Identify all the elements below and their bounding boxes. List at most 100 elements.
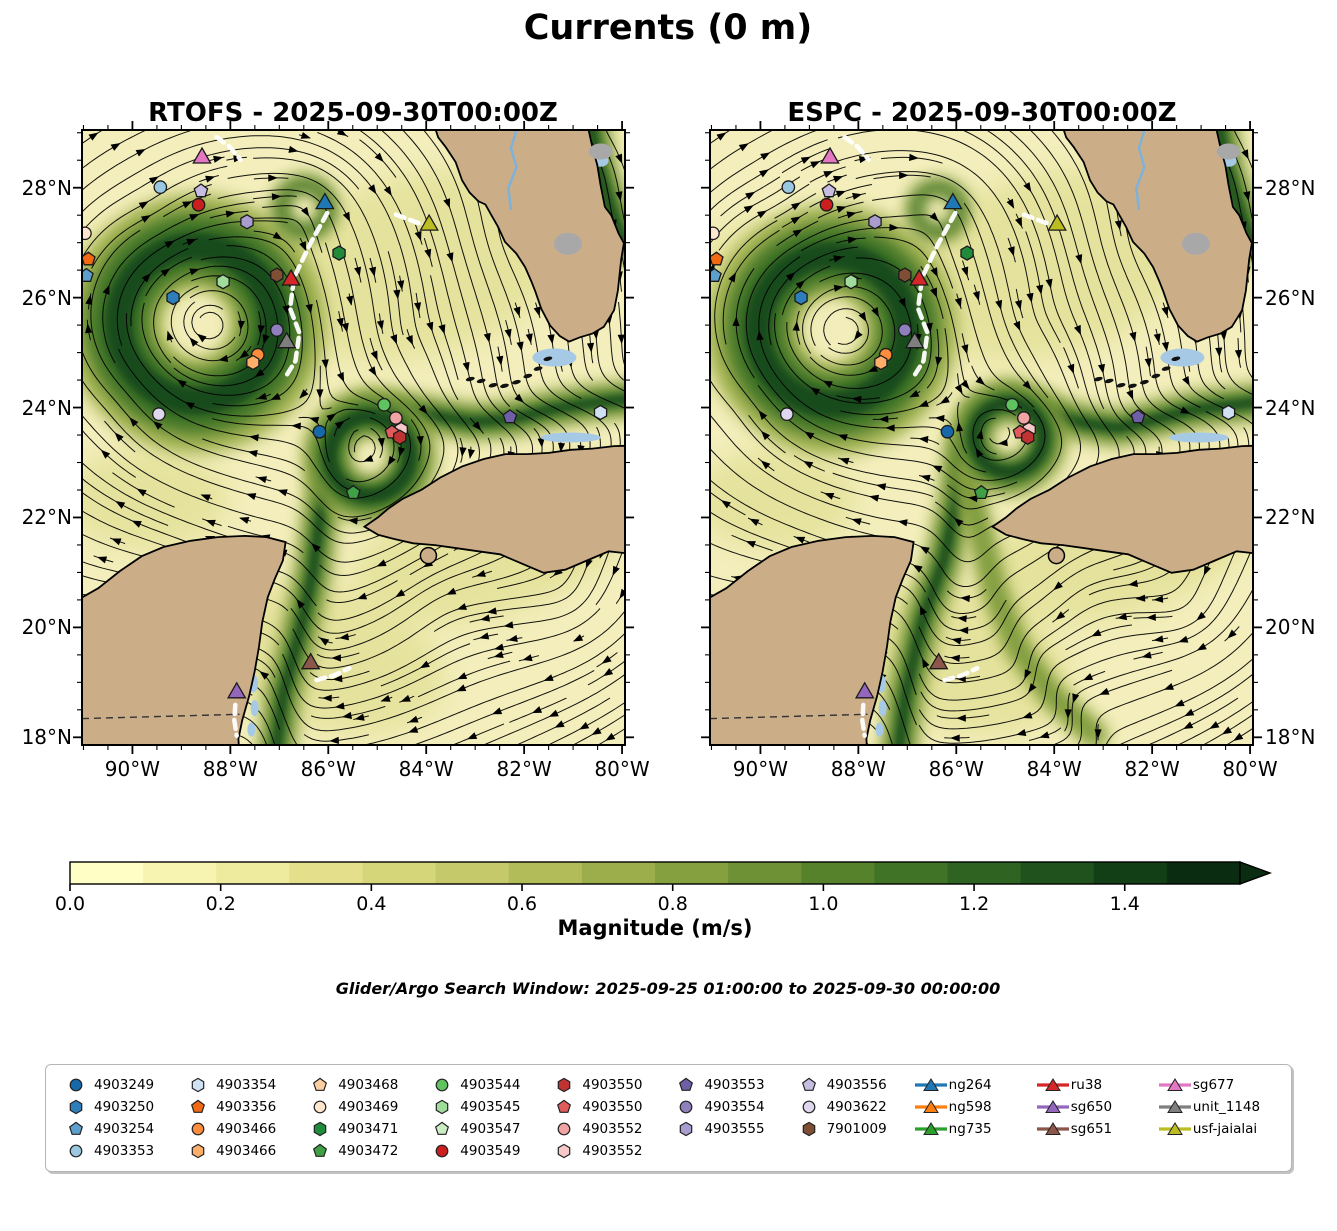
float-pentagon-icon — [191, 1099, 206, 1113]
legend-icon — [668, 1121, 704, 1137]
legend-entry-4903556: 4903556 — [791, 1074, 913, 1096]
marker-ng264 — [315, 192, 335, 210]
legend-icon — [913, 1077, 949, 1093]
legend-entry-4903466: 4903466 — [180, 1118, 302, 1140]
glider-legend-icon — [1036, 1100, 1069, 1113]
float-hexagon-icon — [558, 1143, 571, 1159]
x-tick-label: 88°W — [830, 757, 886, 781]
x-tick-label: 80°W — [594, 757, 650, 781]
legend-icon — [546, 1121, 582, 1137]
float-hexagon-icon — [191, 1143, 205, 1159]
legend-icon — [424, 1121, 460, 1137]
legend-icon — [1035, 1099, 1071, 1115]
legend-icon — [546, 1099, 582, 1115]
float-pentagon-icon — [435, 1121, 450, 1135]
marker-4903466 — [246, 354, 260, 371]
legend-label: 4903354 — [216, 1077, 277, 1093]
legend-label: 4903249 — [94, 1077, 155, 1093]
float-circle-icon — [69, 1144, 83, 1158]
legend-entry-4903254: 4903254 — [58, 1118, 180, 1140]
marker-4903556 — [821, 183, 837, 198]
marker-4903254 — [82, 267, 94, 282]
legend-icon — [1035, 1077, 1071, 1093]
legend-column: 4903354 4903356 4903466 4903466 — [180, 1074, 302, 1162]
marker-4903544 — [1005, 397, 1019, 412]
legend-icon — [180, 1121, 216, 1137]
marker-4903550 — [1021, 429, 1035, 445]
marker-4903555 — [240, 214, 254, 230]
y-tick-label: 18°N — [1265, 725, 1316, 750]
map-panel-espc — [701, 121, 1262, 754]
colorbar-bar — [69, 860, 1273, 891]
marker-sg651 — [928, 652, 949, 670]
marker-4903353 — [153, 180, 168, 195]
legend-entry-4903250: 4903250 — [58, 1096, 180, 1118]
glider-track-sg650 — [232, 702, 239, 738]
legend-entry-4903469: 4903469 — [302, 1096, 424, 1118]
marker-unit_1148 — [276, 331, 297, 349]
marker-sg650 — [854, 681, 875, 699]
marker-sg677 — [192, 146, 212, 164]
glider-track-sg677 — [214, 134, 243, 162]
float-pentagon-icon — [557, 1099, 572, 1113]
float-circle-icon — [557, 1122, 571, 1136]
legend-label: 4903466 — [216, 1121, 277, 1137]
legend-label: 4903547 — [460, 1121, 521, 1137]
float-circle-icon — [191, 1122, 205, 1136]
legend-entry-4903554: 4903554 — [668, 1096, 790, 1118]
colorbar-tick-label: 1.0 — [808, 893, 839, 915]
colorbar-tick-label: 1.2 — [958, 893, 990, 915]
glider-legend-icon — [914, 1078, 947, 1091]
legend-entry-4903468: 4903468 — [302, 1074, 424, 1096]
legend-column: ng264 ng598 ng735 — [913, 1074, 1035, 1162]
float-pentagon-icon — [313, 1077, 328, 1091]
glider-track-sg677 — [842, 134, 871, 162]
marker-4903552 — [1017, 411, 1031, 425]
marker-sg650 — [226, 681, 247, 699]
legend-label: 4903554 — [704, 1099, 765, 1115]
marker-4903469 — [82, 226, 92, 241]
legend-label: 4903356 — [216, 1099, 277, 1115]
legend-icon — [58, 1121, 94, 1137]
glider-track-sg651 — [314, 665, 352, 683]
x-tick-label: 84°W — [1026, 757, 1082, 781]
legend-entry-4903552: 4903552 — [546, 1118, 668, 1140]
colorbar-tick-label: 0.6 — [506, 893, 538, 915]
marker-sg677 — [820, 146, 840, 164]
legend-entry-4903471: 4903471 — [302, 1118, 424, 1140]
y-tick-label: 26°N — [1265, 285, 1316, 310]
legend-icon — [1157, 1077, 1193, 1093]
legend-label: sg650 — [1070, 1099, 1113, 1115]
marker-4903549 — [819, 197, 834, 212]
x-tick-label: 82°W — [1124, 757, 1180, 781]
glider-track-sg651 — [942, 665, 980, 683]
legend-entry-4903356: 4903356 — [180, 1096, 302, 1118]
legend-column: 4903553 4903554 4903555 — [668, 1074, 790, 1162]
marker-4903354 — [1221, 404, 1236, 421]
float-hexagon-icon — [802, 1121, 815, 1137]
legend-label: unit_1148 — [1192, 1099, 1261, 1115]
legend-entry-usf-jaialai: usf-jaialai — [1157, 1118, 1279, 1140]
legend-icon — [913, 1099, 949, 1115]
float-hexagon-icon — [191, 1077, 205, 1093]
y-tick-label: 28°N — [1265, 175, 1316, 200]
colorbar-tick-label: 0.0 — [54, 893, 86, 915]
float-hexagon-icon — [313, 1121, 327, 1137]
marker-usf-jaialai — [1047, 213, 1067, 231]
legend-column: ru38 sg650 sg651 — [1035, 1074, 1157, 1162]
marker-4903553 — [502, 409, 518, 424]
float-circle-icon — [680, 1100, 693, 1114]
marker-4903549 — [191, 197, 206, 212]
glider-track-ng264 — [281, 210, 330, 382]
x-tick-label: 90°W — [732, 757, 789, 781]
float-circle-icon — [313, 1100, 327, 1114]
legend-label: 4903353 — [94, 1143, 155, 1159]
y-tick-label: 24°N — [1265, 395, 1316, 420]
marker-ng264 — [943, 192, 963, 210]
legend-icon — [180, 1077, 216, 1093]
legend-icon — [180, 1099, 216, 1115]
legend-label: ru38 — [1070, 1077, 1103, 1093]
legend-label: 4903471 — [338, 1121, 399, 1137]
marker-4903622 — [780, 407, 794, 421]
legend-column: sg677 unit_1148 usf-jaialai — [1157, 1074, 1279, 1162]
